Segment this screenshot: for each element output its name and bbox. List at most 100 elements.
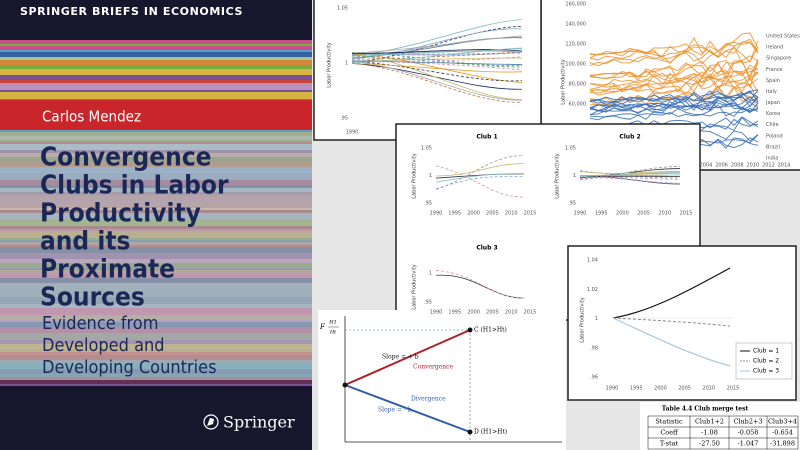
y-axis-label: Labor Productivity [327,42,333,87]
stripe [0,263,312,268]
publisher: Springer [223,413,295,432]
series-line [351,26,523,64]
stripe [0,253,312,259]
tick-label: 2012 [762,163,775,169]
series-lines [435,155,681,299]
table-cell: Coeff [660,429,679,437]
series-line [435,173,525,183]
stripe [0,129,312,132]
stripe [0,363,312,369]
stripe [0,50,312,52]
club-line [612,317,731,367]
series-line [435,270,525,299]
table-cell: -0.058 [738,429,759,437]
stripe [0,315,312,320]
stripe [0,352,312,355]
title-line: Productivity [40,199,201,229]
tick-label: 2005 [486,211,499,217]
series-line [579,176,681,180]
table-cell: Club3+4 [768,418,797,426]
tick-label: 2010 [658,211,671,217]
tick-label: .95 [340,116,348,122]
stripe [0,157,312,161]
stripe [0,132,312,136]
stripe [0,210,312,213]
series-line [589,104,759,120]
stripe [0,44,312,46]
author: Carlos Mendez [42,108,141,126]
tick-label: France [766,67,783,73]
title-backdrop [0,132,312,380]
stripe [0,268,312,270]
title-line: Proximate [40,255,175,285]
stripe [0,185,312,188]
series-line [589,96,759,112]
panel-average: Labor Productivity Club = 1 Club = 2 Clu… [567,245,797,401]
tick-label: 1990 [606,386,619,392]
series-line [351,53,523,101]
tick-label: 1.02 [587,287,598,293]
tick-label: 1 [595,316,598,322]
stripe [0,355,312,360]
stripe [0,259,312,263]
tick-label: 1 [345,61,348,67]
stripe [0,40,312,44]
stripe [0,92,312,99]
stripe [0,80,312,83]
series-line [589,38,759,61]
table-cell: Club2+3 [733,418,762,426]
series-name: SPRINGER BRIEFS IN ECONOMICS [20,5,243,18]
y-axis-label: Labor Productivity [555,153,561,198]
tick-label: 2000 [467,310,480,316]
divergence-label: Divergence [411,396,446,403]
tick-label: Chile [766,122,779,128]
tick-label: 2010 [505,310,518,316]
author-band [0,100,312,130]
stripe [0,69,312,75]
stripe [0,297,312,304]
stripe [0,195,312,199]
stripe [0,199,312,201]
series-line [351,60,523,101]
stripe [0,213,312,219]
series-line [589,89,759,104]
club-line [612,317,731,327]
series-line [589,61,759,89]
fraction-denominator: Ht [329,330,337,336]
stripe [0,374,312,377]
subplot-title: Club 2 [619,134,640,141]
stripe [0,52,312,57]
series-line [579,175,681,184]
title-line: Convergence [40,143,212,173]
series-line [351,49,523,55]
tick-label: 1990 [430,211,443,217]
book-cover: SPRINGER BRIEFS IN ECONOMICS Carlos Mend… [0,0,312,450]
tick-label: 1995 [448,211,461,217]
series-line [589,41,759,58]
stripe [0,46,312,50]
legend-label: Club = 2 [753,358,779,365]
series-line [351,35,523,54]
series-lines [351,19,523,103]
stripe [0,83,312,90]
tick-label: 120,000 [565,42,586,48]
table-cell: T-stat [660,440,679,448]
stripe [0,384,312,386]
stripe [0,219,312,226]
table-caption: Table 4.4 Club merge test [662,406,749,413]
tick-label: 2015 [524,211,537,217]
legend-box [735,342,793,380]
stripe [0,290,312,297]
tick-label: 2008 [731,163,744,169]
publisher-logo [203,414,219,430]
stripe [0,240,312,242]
tick-label: 2014 [778,163,791,169]
tick-label: 2005 [637,211,650,217]
panel-clubs: Club 1 Club 2 Club 3 Labor Productivity … [395,123,701,321]
table-cell: -0.654 [772,429,793,437]
series-line [351,47,523,64]
stripe [0,349,312,352]
stripe [0,150,312,153]
stripe [0,136,312,140]
tick-label: 2000 [654,386,667,392]
